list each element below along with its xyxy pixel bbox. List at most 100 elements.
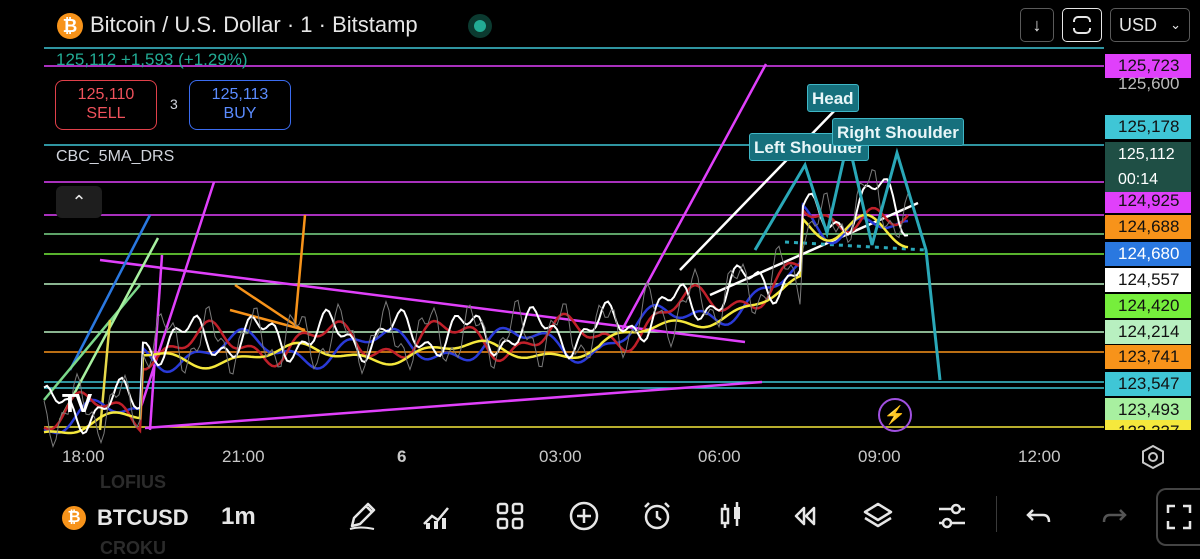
trendline (43, 284, 141, 401)
trendline (138, 181, 216, 411)
price-label: 123,741 (1105, 345, 1191, 369)
layout-grid-icon (496, 502, 524, 530)
price-label: 124,925 (1105, 189, 1191, 213)
time-axis-label: 18:00 (62, 447, 105, 466)
buy-button[interactable]: 125,113 BUY (189, 80, 291, 130)
trendlines (43, 63, 926, 431)
time-axis-label: 06:00 (698, 447, 741, 466)
alarm-icon (644, 502, 670, 530)
price-label: 124,420 (1105, 294, 1191, 318)
trendline (99, 258, 746, 344)
ma-series-blue (43, 202, 909, 435)
bitcoin-logo-icon: ₿ (57, 13, 83, 39)
price-label: 123,547 (1105, 372, 1191, 396)
indicators-icon (423, 507, 449, 529)
price-label: 125,600 (1118, 74, 1180, 93)
head-label[interactable]: Head (807, 84, 859, 112)
trendline (679, 104, 841, 271)
draw-tool-button[interactable] (342, 496, 382, 536)
right-shoulder-label[interactable]: Right Shoulder (832, 118, 964, 146)
collapse-button[interactable]: ⌃ (56, 186, 102, 218)
pencil-icon (349, 502, 376, 530)
buy-label: BUY (223, 105, 257, 122)
hexagon-settings-icon (1142, 444, 1164, 470)
add-icon (569, 501, 599, 531)
layout-button[interactable] (490, 496, 530, 536)
watchlist-prev-symbol[interactable]: LOFIUS (100, 472, 166, 492)
trendline (620, 63, 768, 331)
fullscreen-icon (1072, 16, 1092, 34)
symbol-button[interactable]: BTCUSD (97, 505, 189, 530)
price-label: 125,723 (1105, 54, 1191, 78)
time-axis-label: 03:00 (539, 447, 582, 466)
time-axis-label: 12:00 (1018, 447, 1061, 466)
object-tree-button[interactable] (858, 496, 898, 536)
redo-icon (1102, 509, 1127, 523)
time-axis-label: 09:00 (858, 447, 901, 466)
indicators-button[interactable] (416, 496, 456, 536)
fullscreen-icon (1166, 504, 1192, 530)
sell-button[interactable]: 125,110 SELL (55, 80, 157, 130)
sell-price: 125,110 (77, 86, 135, 103)
trendline (68, 214, 152, 371)
replay-button[interactable] (784, 496, 824, 536)
price-label: 124,214 (1105, 320, 1191, 344)
interval-button[interactable]: 1m (221, 503, 256, 530)
chevron-down-icon: ⌄ (1170, 17, 1181, 32)
horizontal-levels (44, 47, 1104, 428)
chart-settings-button[interactable] (932, 496, 972, 536)
lightning-icon[interactable]: ⚡ (878, 398, 912, 432)
current-price-value: 125,112 (1118, 146, 1175, 163)
scroll-down-button[interactable]: ↓ (1020, 8, 1054, 42)
sell-label: SELL (86, 105, 126, 122)
trendline (229, 308, 306, 332)
chevron-up-icon: ⌃ (71, 191, 87, 212)
price-label: 124,680 (1105, 242, 1191, 266)
currency-select[interactable]: USD ⌄ (1110, 8, 1190, 42)
tradingview-logo-icon: TV (62, 388, 92, 418)
layers-icon (863, 502, 893, 528)
toolbar-divider (996, 496, 997, 532)
countdown-value: 00:14 (1118, 171, 1159, 188)
price-candles-grey (43, 169, 909, 448)
bitcoin-icon: ₿ (62, 506, 86, 530)
market-status-icon (468, 14, 492, 38)
undo-button[interactable] (1019, 496, 1059, 536)
buy-price: 125,113 (211, 86, 269, 103)
settings-sliders-icon (939, 503, 965, 529)
trendline (293, 214, 307, 326)
price-series (43, 169, 909, 448)
alert-button[interactable] (637, 496, 677, 536)
time-axis-label: 6 (397, 447, 407, 466)
price-label: 124,688 (1105, 215, 1191, 239)
indicator-label[interactable]: CBC_5MA_DRS (56, 148, 175, 165)
undo-icon (1026, 509, 1051, 523)
order-quantity[interactable]: 3 (170, 96, 178, 112)
price-series-white (43, 178, 909, 435)
price-label: 125,178 (1105, 115, 1191, 139)
head-shoulders-outline (753, 139, 942, 381)
current-price-label: 125,112 00:14 (1105, 142, 1191, 192)
chart-type-button[interactable] (711, 496, 751, 536)
axis-settings-button[interactable] (1140, 444, 1166, 475)
price-summary: 125,112 +1,593 (+1.29%) (56, 50, 248, 69)
symbol-title[interactable]: Bitcoin / U.S. Dollar · 1 · Bitstamp (90, 12, 418, 37)
head-shoulders-pattern (753, 139, 942, 381)
trendline (98, 319, 112, 431)
time-axis-label: 21:00 (222, 447, 265, 466)
redo-button[interactable] (1094, 496, 1134, 536)
currency-value: USD (1119, 14, 1158, 35)
price-label: 123,493 (1105, 398, 1191, 422)
replay-icon (794, 506, 816, 526)
watchlist-next-symbol[interactable]: CROKU (100, 538, 166, 558)
fullscreen-button[interactable] (1062, 8, 1102, 42)
trendline (709, 201, 919, 297)
trendline (144, 380, 763, 430)
price-label: 123,337 (1105, 420, 1191, 430)
add-button[interactable] (564, 496, 604, 536)
ma-series-red (43, 206, 909, 434)
fullscreen-toggle-button[interactable] (1156, 488, 1200, 546)
candles-icon (720, 502, 740, 528)
price-label: 124,557 (1105, 268, 1191, 292)
